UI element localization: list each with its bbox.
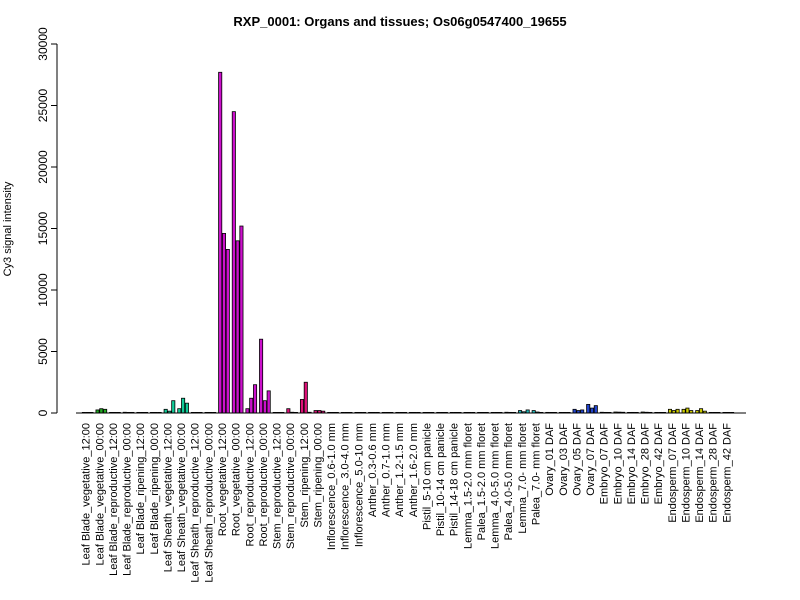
x-tick-label: Stem_reproductive_00:00 (285, 423, 297, 549)
bar (259, 338, 264, 414)
x-tick-label: Pistil_14-18 cm panicle (449, 423, 461, 536)
x-tick-label: Inflorescence_0.6-1.0 mm (326, 423, 338, 550)
bar (184, 402, 189, 414)
bar (266, 390, 271, 414)
x-tick-label: Stem_ripening_12:00 (299, 423, 311, 528)
bar (303, 381, 308, 414)
x-tick-label: Root_vegetative_00:00 (231, 423, 243, 536)
bar (99, 408, 104, 414)
x-tick-label: Stem_reproductive_12:00 (272, 423, 284, 549)
x-tick-label: Embryo_14 DAF (626, 423, 638, 505)
bar-series (81, 71, 735, 414)
x-axis-tick-labels: Leaf Blade_vegetative_12:00 Leaf Blade_ve… (81, 423, 734, 583)
x-tick-label: Ovary_07 DAF (585, 423, 597, 496)
y-tick-label: 20000 (36, 150, 50, 184)
chart-title: RXP_0001: Organs and tissues; Os06g05474… (233, 14, 566, 29)
bar (685, 407, 690, 414)
bar (245, 408, 250, 414)
x-tick-label: Leaf Blade_reproductive_00:00 (122, 423, 134, 576)
x-tick-label: Endosperm_42 DAF (721, 423, 733, 523)
bar (590, 407, 595, 414)
bar (231, 111, 236, 414)
y-tick-label: 30000 (36, 27, 50, 61)
x-tick-label: Ovary_05 DAF (571, 423, 583, 496)
bar (262, 400, 267, 414)
bar (586, 403, 591, 414)
x-tick-label: Leaf Sheath_vegetative_12:00 (162, 423, 174, 572)
x-tick-label: Lemma_1.5-2.0 mm floret (462, 423, 474, 549)
x-tick-label: Leaf Blade_vegetative_00:00 (94, 423, 106, 566)
y-tick-label: 15000 (36, 211, 50, 245)
x-tick-label: Embryo_28 DAF (640, 423, 652, 505)
x-tick-label: Inflorescence_5.0-10 mm (353, 423, 365, 547)
bar (221, 233, 226, 414)
bar (572, 408, 577, 414)
y-axis: 0 5000 10000 15000 20000 25000 30000 (36, 27, 58, 416)
x-tick-label: Lemma_7.0- mm floret (517, 423, 529, 534)
y-axis-label: Cy3 signal intensity (2, 181, 14, 276)
bar (249, 397, 254, 414)
x-tick-label: Palea_7.0- mm floret (530, 423, 542, 525)
x-tick-label: Stem_ripening_00:00 (312, 423, 324, 528)
x-tick-label: Anther_0.3-0.6 mm (367, 423, 379, 517)
x-tick-label: Leaf Sheath_vegetative_00:00 (176, 423, 188, 572)
x-tick-label: Endosperm_07 DAF (667, 423, 679, 523)
x-tick-label: Root_reproductive_12:00 (244, 423, 256, 547)
x-tick-label: Leaf Blade_vegetative_12:00 (81, 423, 93, 566)
bar (171, 400, 176, 414)
bar (286, 408, 291, 414)
bar (593, 405, 598, 414)
bar (675, 408, 680, 414)
x-tick-label: Endosperm_10 DAF (680, 423, 692, 523)
x-tick-label: Root_vegetative_12:00 (217, 423, 229, 536)
bar (681, 408, 686, 414)
x-tick-label: Embryo_07 DAF (599, 423, 611, 505)
x-tick-label: Endosperm_28 DAF (708, 423, 720, 523)
x-tick-label: Anther_1.6-2.0 mm (408, 423, 420, 517)
bar (181, 397, 186, 414)
bar (163, 408, 168, 414)
x-tick-label: Root_reproductive_00:00 (258, 423, 270, 547)
x-tick-label: Anther_0.7-1.0 mm (381, 423, 393, 517)
x-tick-label: Pistil_5-10 cm panicle (421, 423, 433, 530)
x-tick-label: Pistil_10-14 cm panicle (435, 423, 447, 536)
x-tick-label: Palea_1.5-2.0 mm floret (476, 423, 488, 540)
x-tick-label: Ovary_01 DAF (544, 423, 556, 496)
x-tick-label: Leaf Sheath_reproductive_00:00 (203, 423, 215, 583)
x-tick-label: Ovary_03 DAF (558, 423, 570, 496)
y-tick-label: 5000 (36, 338, 50, 365)
bar (239, 225, 244, 414)
x-tick-label: Embryo_42 DAF (653, 423, 665, 505)
x-tick-label: Palea_4.0-5.0 mm floret (503, 423, 515, 540)
x-tick-label: Leaf Sheath_reproductive_12:00 (190, 423, 202, 583)
x-tick-label: Endosperm_14 DAF (694, 423, 706, 523)
x-tick-label: Leaf Blade_reproductive_12:00 (108, 423, 120, 576)
y-tick-label: 0 (36, 409, 50, 416)
bar (299, 399, 304, 414)
x-tick-label: Anther_1.2-1.5 mm (394, 423, 406, 517)
bar (103, 408, 108, 414)
x-tick-label: Lemma_4.0-5.0 mm floret (490, 423, 502, 549)
bar (225, 249, 230, 414)
bar (218, 71, 223, 414)
x-tick-label: Inflorescence_3.0-4.0 mm (340, 423, 352, 550)
x-tick-label: Leaf Blade_ripening_12:00 (135, 423, 147, 555)
y-tick-label: 10000 (36, 273, 50, 307)
bar (253, 384, 258, 414)
bar (235, 240, 240, 414)
x-tick-label: Leaf Blade_ripening_00:00 (149, 423, 161, 555)
y-tick-label: 25000 (36, 88, 50, 122)
x-tick-label: Embryo_10 DAF (612, 423, 624, 505)
bar (667, 408, 672, 414)
bar (699, 408, 704, 414)
bar (177, 408, 182, 414)
